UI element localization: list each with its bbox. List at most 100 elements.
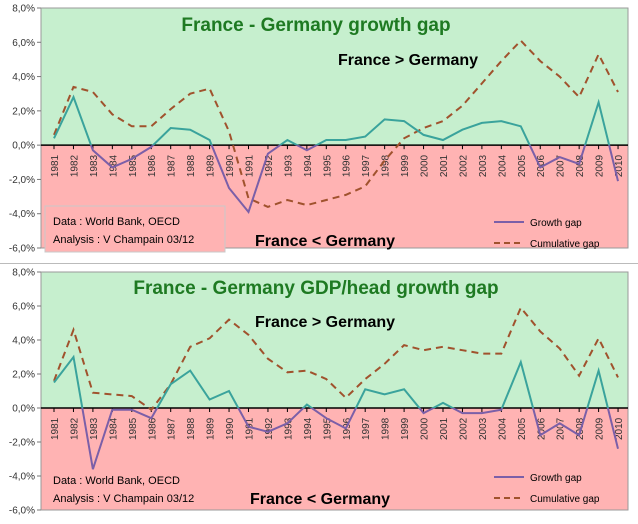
x-tick-label: 1993 xyxy=(283,417,294,440)
x-tick-label: 2009 xyxy=(595,417,606,440)
chart-series xyxy=(53,39,619,215)
x-tick-label: 2000 xyxy=(420,154,431,177)
x-tick-label: 1992 xyxy=(264,417,275,440)
chart-axes: 8,0% 6,0% 4,0% 2,0% 0,0% -2,0% -4,0% -6,0% 1981 1… xyxy=(9,4,629,255)
x-tick-label: 1987 xyxy=(167,154,178,177)
legend-cumulative-gap: Cumulative gap xyxy=(530,239,600,250)
x-tick-label: 2002 xyxy=(458,417,469,440)
x-tick-label: 2003 xyxy=(478,154,489,177)
x-tick-label: 2006 xyxy=(536,417,547,440)
x-tick-label: 1998 xyxy=(381,417,392,440)
source-data: Data : World Bank, OECD xyxy=(53,216,180,228)
growth-gap-chart-panel: 8,0% 6,0% 4,0% 2,0% 0,0% -2,0% -4,0% -6,0% 1981 1… xyxy=(0,3,638,264)
x-tick-label: 2001 xyxy=(439,417,450,440)
annotation-france-above: France > Germany xyxy=(255,314,395,331)
y-tick-label: 6,0% xyxy=(12,302,35,313)
positive-zone xyxy=(41,272,628,408)
y-tick-label: -4,0% xyxy=(9,472,35,483)
x-tick-label: 2010 xyxy=(614,154,625,177)
x-tick-label: 1989 xyxy=(206,417,217,440)
x-tick-label: 1999 xyxy=(400,154,411,177)
y-tick-label: 2,0% xyxy=(12,106,35,117)
x-tick-label: 2005 xyxy=(517,417,528,440)
x-tick-label: 1993 xyxy=(283,154,294,177)
x-tick-label: 2004 xyxy=(497,154,508,177)
x-tick-label: 2005 xyxy=(517,154,528,177)
y-tick-label: 4,0% xyxy=(12,336,35,347)
chart-title: France - Germany growth gap xyxy=(181,15,450,36)
x-tick-label: 2010 xyxy=(614,417,625,440)
plot-border xyxy=(40,7,629,249)
y-tick-label: 0,0% xyxy=(12,141,35,152)
negative-zone xyxy=(41,408,628,510)
x-tick-label: 1987 xyxy=(167,417,178,440)
annotation-france-above: France > Germany xyxy=(338,52,478,69)
x-tick-label: 1996 xyxy=(342,417,353,440)
x-tick-label: 1985 xyxy=(128,417,139,440)
growth-gap-line-positive xyxy=(53,94,611,146)
y-tick-label: 2,0% xyxy=(12,370,35,381)
y-tick-label: 8,0% xyxy=(12,268,35,279)
source-analysis: Analysis : V Champain 03/12 xyxy=(53,234,194,246)
x-tick-label: 1992 xyxy=(264,154,275,177)
x-tick-label: 1986 xyxy=(147,154,158,177)
y-tick-label: -2,0% xyxy=(9,438,35,449)
x-tick-label: 1994 xyxy=(303,154,314,177)
x-tick-label: 2007 xyxy=(556,417,567,440)
y-tick-label: 8,0% xyxy=(12,4,35,15)
x-tick-label: 1988 xyxy=(186,154,197,177)
x-tick-label: 1982 xyxy=(69,417,80,440)
cumulative-gap-line xyxy=(53,305,619,412)
legend-cumulative-gap: Cumulative gap xyxy=(530,494,600,505)
legend: Growth gap Cumulative gap xyxy=(494,473,600,505)
gdp-head-growth-gap-chart-panel: 8,0% 6,0% 4,0% 2,0% 0,0% -2,0% -4,0% -6,0% 1981 1… xyxy=(0,264,638,524)
growth-gap-chart: 8,0% 6,0% 4,0% 2,0% 0,0% -2,0% -4,0% -6,0% 1981 1… xyxy=(9,4,629,255)
x-tick-label: 1984 xyxy=(108,417,119,440)
x-tick-label: 2000 xyxy=(420,417,431,440)
x-tick-label: 2009 xyxy=(595,154,606,177)
source-box xyxy=(44,205,226,253)
plot-border xyxy=(40,271,629,511)
x-tick-label: 1991 xyxy=(245,417,256,440)
x-tick-label: 2008 xyxy=(575,154,586,177)
chart-axes: 8,0% 6,0% 4,0% 2,0% 0,0% -2,0% -4,0% -6,0% 1981 1… xyxy=(9,268,629,517)
y-tick-label: 4,0% xyxy=(12,72,35,83)
x-tick-label: 1981 xyxy=(50,417,61,440)
legend-growth-gap: Growth gap xyxy=(530,473,582,484)
y-tick-label: -4,0% xyxy=(9,209,35,220)
x-tick-label: 1991 xyxy=(245,154,256,177)
y-tick-label: -2,0% xyxy=(9,175,35,186)
growth-gap-line-positive xyxy=(53,354,609,408)
x-tick-label: 1989 xyxy=(206,154,217,177)
x-tick-label: 1983 xyxy=(89,154,100,177)
source-data: Data : World Bank, OECD xyxy=(53,475,180,487)
cumulative-gap-line xyxy=(53,39,619,208)
gdp-head-growth-gap-chart: 8,0% 6,0% 4,0% 2,0% 0,0% -2,0% -4,0% -6,0% 1981 1… xyxy=(9,268,629,517)
x-tick-label: 1998 xyxy=(381,154,392,177)
x-tick-label: 1983 xyxy=(89,417,100,440)
x-tick-label: 2002 xyxy=(458,154,469,177)
y-tick-label: 6,0% xyxy=(12,38,35,49)
x-tick-label: 1999 xyxy=(400,417,411,440)
x-tick-label: 2007 xyxy=(556,154,567,177)
y-tick-label: 0,0% xyxy=(12,404,35,415)
x-tick-label: 1986 xyxy=(147,417,158,440)
y-tick-label: -6,0% xyxy=(9,244,35,255)
x-tick-label: 2001 xyxy=(439,154,450,177)
growth-gap-line-negative xyxy=(89,145,619,215)
x-tick-label: 1990 xyxy=(225,154,236,177)
x-tick-label: 1985 xyxy=(128,154,139,177)
y-tick-label: -6,0% xyxy=(9,506,35,517)
growth-gap-line-negative xyxy=(81,408,619,470)
x-tick-label: 1981 xyxy=(50,154,61,177)
x-tick-label: 1997 xyxy=(361,154,372,177)
chart-series xyxy=(53,305,619,470)
source-analysis: Analysis : V Champain 03/12 xyxy=(53,493,194,505)
x-tick-label: 1995 xyxy=(322,417,333,440)
x-tick-label: 2004 xyxy=(497,417,508,440)
annotation-france-below: France < Germany xyxy=(255,233,395,250)
x-tick-label: 1990 xyxy=(225,417,236,440)
x-tick-label: 1988 xyxy=(186,417,197,440)
legend-growth-gap: Growth gap xyxy=(530,218,582,229)
x-tick-label: 1997 xyxy=(361,417,372,440)
